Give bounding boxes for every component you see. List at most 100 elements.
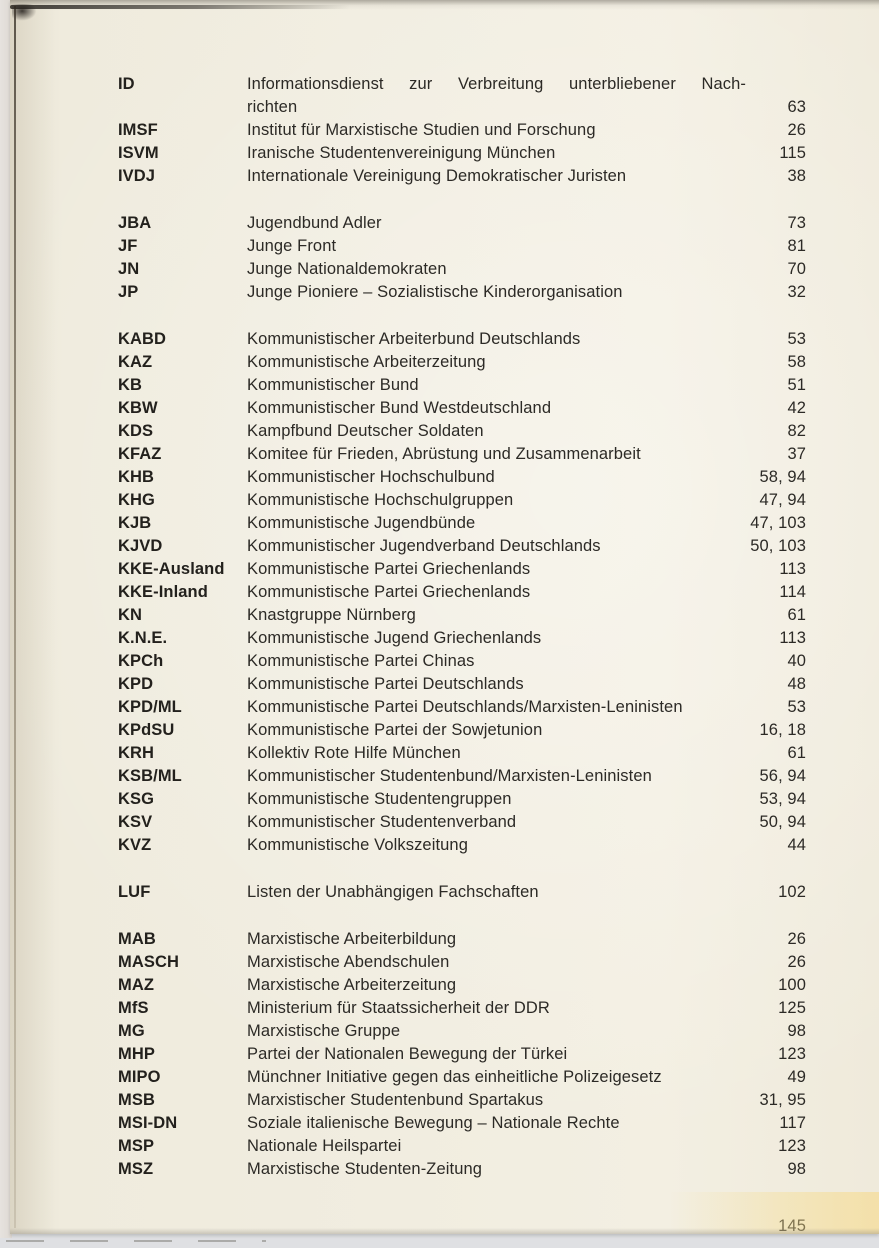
page-reference: 53 [787,330,806,348]
abbreviation: MHP [118,1045,155,1063]
abbreviation: KPdSU [118,721,175,739]
organization-name: Kommunistische Partei Chinas [247,652,475,670]
page-reference: 81 [787,237,806,255]
index-groups: ID Informationsdienst zur Verbreitung un… [10,73,879,1181]
abbreviation: KFAZ [118,445,162,463]
abbreviation: K.N.E. [118,629,168,647]
index-row: KKE-Ausland Kommunistische Partei Griech… [10,558,879,581]
index-row: KPD/ML Kommunistische Partei Deutschland… [10,696,879,719]
index-group: MAB Marxistische Arbeiterbildung 26 MASC… [10,928,879,1181]
organization-name: Kommunistischer Hochschulbund [247,468,495,486]
index-row: KHG Kommunistische Hochschulgruppen 47, … [10,489,879,512]
index-row: KABD Kommunistischer Arbeiterbund Deutsc… [10,328,879,351]
index-row: IMSF Institut für Marxistische Studien u… [10,119,879,142]
organization-name: Marxistische Abendschulen [247,953,450,971]
page-reference: 50, 94 [759,813,806,831]
index-row: LUF Listen der Unabhängigen Fachschaften… [10,881,879,904]
page-reference: 50, 103 [750,537,806,555]
index-row: K.N.E. Kommunistische Jugend Griechenlan… [10,627,879,650]
index-row: JP Junge Pioniere – Sozialistische Kinde… [10,281,879,304]
index-row: KDS Kampfbund Deutscher Soldaten 82 [10,420,879,443]
organization-name: Kommunistische Studentengruppen [247,790,512,808]
page-reference: 32 [787,283,806,301]
abbreviation: MSI-DN [118,1114,178,1132]
organization-name: Kommunistische Partei Deutschlands/Marxi… [247,698,683,716]
index-group: LUF Listen der Unabhängigen Fachschaften… [10,881,879,904]
scan-bottom-artifacts [6,1240,266,1242]
page-bottom-edge [10,1228,879,1234]
index-row: MAB Marxistische Arbeiterbildung 26 [10,928,879,951]
abbreviation: MIPO [118,1068,161,1086]
index-row: JF Junge Front 81 [10,235,879,258]
organization-name: Marxistische Arbeiterzeitung [247,976,457,994]
index-row: MHP Partei der Nationalen Bewegung der T… [10,1043,879,1066]
page-reference: 70 [787,260,806,278]
abbreviation: JP [118,283,139,301]
page-reference: 123 [778,1137,806,1155]
index-row: MIPO Münchner Initiative gegen das einhe… [10,1066,879,1089]
page-reference: 56, 94 [759,767,806,785]
organization-name: Marxistische Gruppe [247,1022,401,1040]
page-reference: 38 [787,167,806,185]
organization-name: Kommunistische Volkszeitung [247,836,468,854]
page-reference: 115 [779,144,806,162]
page-reference: 63 [787,98,806,116]
index-row: MfS Ministerium für Staatssicherheit der… [10,997,879,1020]
organization-name: Kommunistische Hochschulgruppen [247,491,514,509]
abbreviation: KABD [118,330,167,348]
index-row: JN Junge Nationaldemokraten 70 [10,258,879,281]
page-reference: 113 [779,629,806,647]
page-reference: 98 [787,1022,806,1040]
index-row: KJVD Kommunistischer Jugendverband Deuts… [10,535,879,558]
abbreviation: KHB [118,468,155,486]
abbreviation: MSB [118,1091,155,1109]
organization-name: Marxistischer Studentenbund Spartakus [247,1091,544,1109]
page-reference: 98 [787,1160,806,1178]
index-row: KVZ Kommunistische Volkszeitung 44 [10,834,879,857]
organization-name: Kampfbund Deutscher Soldaten [247,422,484,440]
page-reference: 26 [787,953,806,971]
organization-name: Kommunistische Arbeiterzeitung [247,353,486,371]
abbreviation: KAZ [118,353,153,371]
organization-name: Jugendbund Adler [247,214,382,232]
index-row: JBA Jugendbund Adler 73 [10,212,879,235]
organization-name: Ministerium für Staatssicherheit der DDR [247,999,550,1017]
abbreviation: MAB [118,930,156,948]
page-left-shading [10,0,56,1234]
organization-name: Marxistische Arbeiterbildung [247,930,457,948]
index-row: MASCH Marxistische Abendschulen 26 [10,951,879,974]
index-row: MAZ Marxistische Arbeiterzeitung 100 [10,974,879,997]
abbreviation: IMSF [118,121,158,139]
abbreviation: LUF [118,883,151,901]
organization-name: Junge Pioniere – Sozialistische Kinderor… [247,283,623,301]
index-row: KRH Kollektiv Rote Hilfe München 61 [10,742,879,765]
index-row: MSI-DN Soziale italienische Bewegung – N… [10,1112,879,1135]
page-reference: 47, 103 [750,514,806,532]
organization-name: Komitee für Frieden, Abrüstung und Zusam… [247,445,641,463]
index-row: KPdSU Kommunistische Partei der Sowjetun… [10,719,879,742]
page-reference: 42 [787,399,806,417]
index-row: MG Marxistische Gruppe 98 [10,1020,879,1043]
organization-name: Kommunistische Jugendbünde [247,514,476,532]
page-reference: 123 [778,1045,806,1063]
abbreviation: MSP [118,1137,155,1155]
scan-background-strip [0,0,12,1238]
scan-corner-artifact [12,4,46,24]
abbreviation: KHG [118,491,155,509]
index-row: KJB Kommunistische Jugendbünde 47, 103 [10,512,879,535]
abbreviation: KKE-Inland [118,583,208,601]
abbreviation: KPD [118,675,154,693]
abbreviation: ID [118,75,135,93]
index-row: MSZ Marxistische Studenten-Zeitung 98 [10,1158,879,1181]
abbreviation: KN [118,606,143,624]
book-page: ID Informationsdienst zur Verbreitung un… [10,0,879,1235]
abbreviation: KRH [118,744,155,762]
page-reference: 26 [787,121,806,139]
organization-name: Kommunistische Partei Griechenlands [247,560,531,578]
organization-name: Knastgruppe Nürnberg [247,606,416,624]
page-reference: 40 [787,652,806,670]
abbreviation: ISVM [118,144,159,162]
page-reference: 82 [787,422,806,440]
page-reference: 117 [779,1114,806,1132]
index-row: ISVM Iranische Studentenvereinigung Münc… [10,142,879,165]
